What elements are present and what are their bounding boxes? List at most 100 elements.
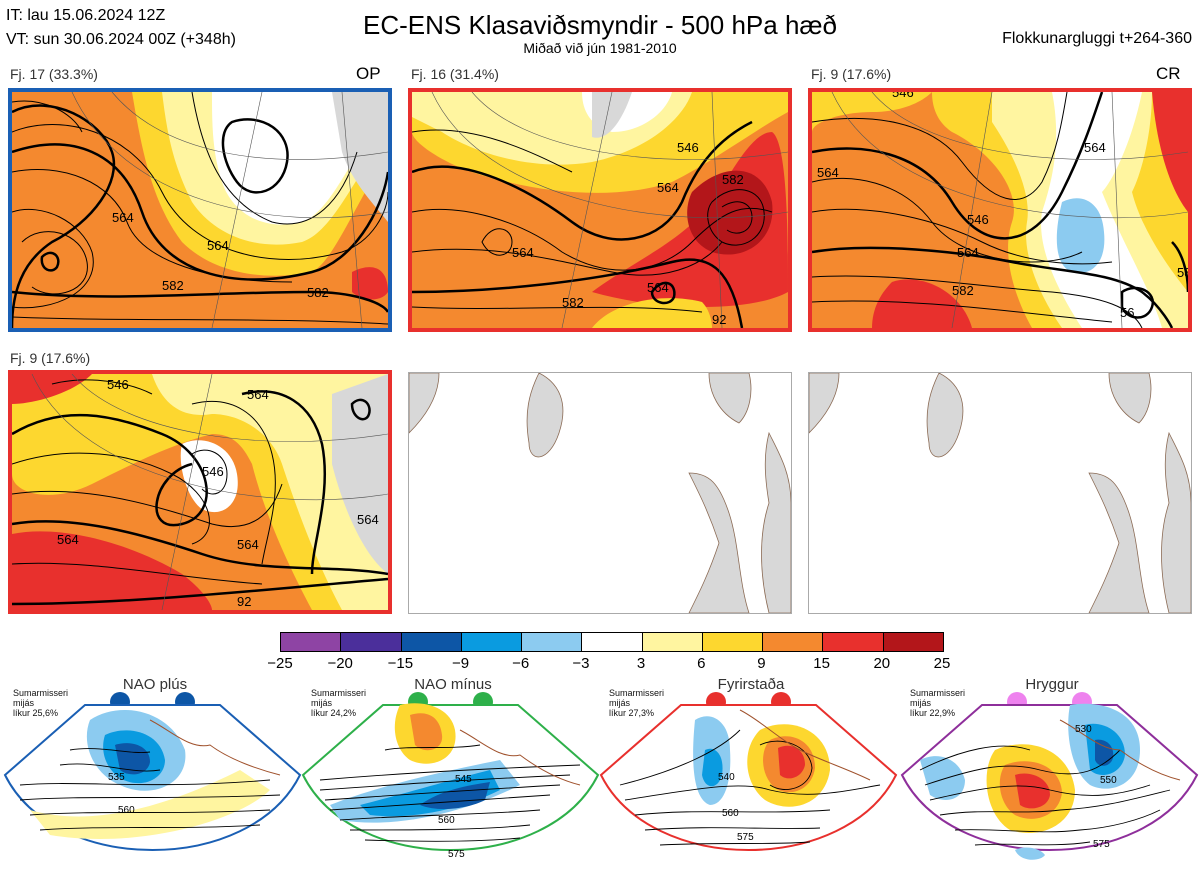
- colorbar-tick: −9: [451, 655, 470, 672]
- panel-4-label: Fj. 9 (17.6%): [10, 350, 91, 366]
- colorbar-segment: [460, 633, 522, 651]
- colorbar-segment: [340, 633, 401, 651]
- empty-panel-5: [408, 372, 792, 614]
- panel-3-label: Fj. 9 (17.6%): [811, 66, 892, 82]
- regime-season: Sumarmisseri: [311, 688, 367, 698]
- svg-text:564: 564: [357, 512, 379, 527]
- svg-text:564: 564: [237, 537, 259, 552]
- regime-season: Sumarmisseri: [13, 688, 69, 698]
- regime-prob: líkur 22,9%: [910, 708, 956, 718]
- regime-1-iso-2: 560: [118, 805, 135, 816]
- svg-text:582: 582: [722, 172, 744, 187]
- cluster-panel-3: 564 546 564 582 56 58 546 564: [808, 88, 1192, 332]
- svg-text:564: 564: [112, 210, 134, 225]
- colorbar-tick: −15: [387, 655, 414, 672]
- regime-4-iso-1: 530: [1075, 724, 1092, 735]
- svg-text:564: 564: [207, 238, 229, 253]
- regime-name: NAO mínus: [414, 676, 492, 693]
- regime-name: Fyrirstaða: [717, 676, 785, 693]
- svg-text:546: 546: [677, 140, 699, 155]
- svg-text:564: 564: [1084, 140, 1106, 155]
- colorbar-segment: [822, 633, 883, 651]
- page-subtitle: Miðað við jún 1981-2010: [523, 40, 677, 56]
- svg-text:564: 564: [57, 532, 79, 547]
- colorbar-segment: [882, 633, 943, 651]
- init-time: IT: lau 15.06.2024 12Z: [6, 7, 166, 24]
- colorbar-segment: [521, 633, 582, 651]
- regime-word: mijás: [910, 698, 932, 708]
- regime-prob: líkur 25,6%: [13, 708, 59, 718]
- colorbar-tick: 3: [636, 655, 646, 672]
- regime-fan-ridge: 530 550 575: [900, 703, 1199, 860]
- colorbar-tick: 15: [813, 655, 830, 672]
- colorbar-tick: −20: [327, 655, 353, 672]
- colorbar-tick: 25: [933, 655, 951, 672]
- colorbar-tick: 20: [873, 655, 891, 672]
- colorbar-segment: [581, 633, 642, 651]
- svg-text:546: 546: [892, 92, 914, 100]
- regime-info: Sumarmisseri mijás líkur 22,9%: [910, 688, 965, 718]
- regime-name: Hryggur: [1025, 676, 1079, 693]
- regime-info: Sumarmisseri mijás líkur 27,3%: [609, 688, 664, 718]
- regime-3-iso-2: 560: [722, 808, 739, 819]
- regime-2-iso-2: 560: [438, 815, 455, 826]
- regime-info: Sumarmisseri mijás líkur 24,2%: [311, 688, 366, 718]
- regime-3-iso-3: 575: [737, 832, 754, 843]
- svg-text:582: 582: [307, 285, 329, 300]
- colorbar-segment: [701, 633, 763, 651]
- regime-name: NAO plús: [122, 676, 188, 693]
- regime-season: Sumarmisseri: [910, 688, 966, 698]
- colorbar: [280, 632, 944, 652]
- svg-text:56: 56: [1120, 305, 1134, 320]
- colorbar-tick: −25: [267, 655, 293, 672]
- page-title: EC-ENS Klasaviðsmyndir - 500 hPa hæð: [363, 10, 837, 40]
- svg-text:92: 92: [237, 594, 251, 609]
- panel-1-label: Fj. 17 (33.3%): [10, 66, 98, 82]
- svg-text:564: 564: [817, 165, 839, 180]
- regime-fan-nao-plus: 535 560: [3, 704, 302, 851]
- cluster-panel-1: 582 564 564 582: [8, 88, 392, 332]
- regime-prob: líkur 24,2%: [311, 708, 357, 718]
- colorbar-tick: −3: [572, 655, 590, 672]
- regime-word: mijás: [609, 698, 631, 708]
- valid-time: VT: sun 30.06.2024 00Z (+348h): [6, 31, 236, 48]
- colorbar-tick: 9: [757, 655, 766, 672]
- regime-word: mijás: [13, 698, 35, 708]
- svg-text:92: 92: [712, 312, 726, 327]
- regime-2-iso-3: 575: [448, 849, 465, 860]
- svg-text:564: 564: [957, 245, 979, 260]
- regime-fan-blocking: 540 560 575: [599, 704, 898, 851]
- panel-2-label: Fj. 16 (31.4%): [411, 66, 499, 82]
- colorbar-tick: −6: [512, 655, 530, 672]
- regime-prob: líkur 27,3%: [609, 708, 655, 718]
- panel-1-tag: OP: [356, 64, 381, 83]
- svg-text:564: 564: [647, 280, 669, 295]
- regime-1-iso-1: 535: [108, 772, 125, 783]
- svg-text:58: 58: [1177, 265, 1188, 280]
- cluster-panel-4: 546 564 564 564 546 564 92: [8, 370, 392, 614]
- panel-3-tag: CR: [1156, 64, 1181, 83]
- svg-text:582: 582: [952, 283, 974, 298]
- svg-text:564: 564: [247, 387, 269, 402]
- svg-text:564: 564: [657, 180, 679, 195]
- colorbar-tick: 6: [697, 655, 706, 672]
- regime-word: mijás: [311, 698, 333, 708]
- colorbar-segment: [641, 633, 702, 651]
- svg-text:546: 546: [967, 212, 989, 227]
- contour-label-582: 582: [162, 278, 184, 293]
- regime-fans: 535 560 545 560 575: [3, 703, 1199, 860]
- svg-text:546: 546: [202, 464, 224, 479]
- regime-4-iso-3: 575: [1093, 839, 1110, 850]
- cluster-panel-2: 582 564 546 564 582 564 92: [408, 88, 792, 332]
- regime-season: Sumarmisseri: [609, 688, 665, 698]
- colorbar-segment: [762, 633, 823, 651]
- regime-info: Sumarmisseri mijás líkur 25,6%: [13, 688, 68, 718]
- regime-3-iso-1: 540: [718, 772, 735, 783]
- classification-window: Flokkunargluggi t+264-360: [1002, 30, 1192, 47]
- regime-fan-nao-minus: 545 560 575: [301, 703, 600, 860]
- svg-text:582: 582: [562, 295, 584, 310]
- svg-text:546: 546: [107, 377, 129, 392]
- regime-2-iso-1: 545: [455, 774, 472, 785]
- regime-4-iso-2: 550: [1100, 775, 1117, 786]
- colorbar-segment: [281, 633, 341, 651]
